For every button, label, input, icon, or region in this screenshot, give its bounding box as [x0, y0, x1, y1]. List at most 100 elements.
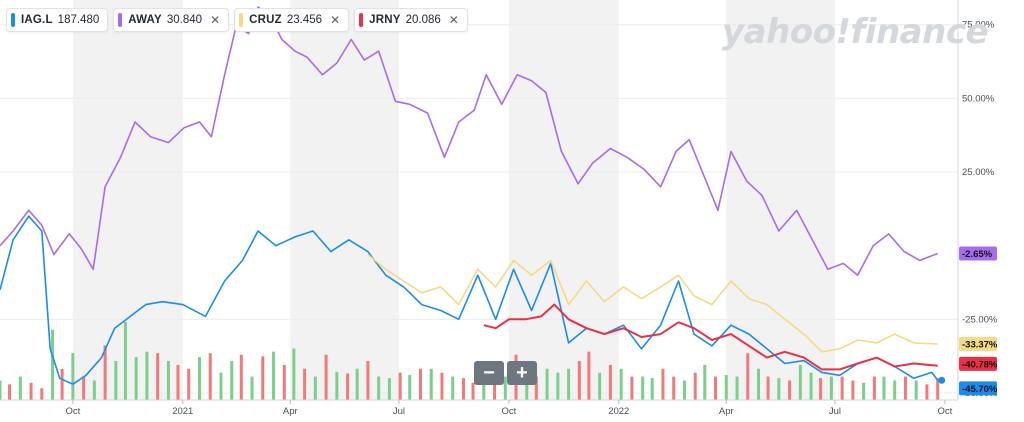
volume-bar	[313, 376, 317, 400]
zoom-controls: − +	[474, 361, 537, 385]
volume-bar	[703, 364, 707, 400]
volume-bar	[840, 376, 844, 400]
shaded-band	[290, 0, 399, 400]
volume-bar	[682, 380, 686, 400]
volume-bar	[51, 329, 55, 400]
volume-bar	[525, 372, 529, 400]
legend-symbol: IAG.L	[21, 14, 53, 26]
volume-bar	[851, 380, 855, 400]
series-lines	[0, 6, 946, 385]
volume-bar	[346, 373, 350, 400]
volume-bar	[92, 380, 96, 400]
shaded-band	[508, 0, 619, 400]
legend-item-away[interactable]: AWAY 30.840 ✕	[113, 8, 230, 32]
legend-swatch	[239, 13, 244, 27]
zoom-in-button[interactable]: +	[507, 361, 537, 385]
close-icon[interactable]: ✕	[210, 13, 221, 27]
volume-bar	[123, 322, 127, 400]
legend-item-cruz[interactable]: CRUZ 23.456 ✕	[234, 8, 350, 32]
shaded-band	[72, 0, 183, 400]
volume-bar	[355, 368, 359, 400]
volume-bar	[493, 380, 497, 400]
volume-bar	[556, 372, 560, 400]
end-badge-iagl	[959, 381, 997, 396]
volume-bar	[914, 380, 918, 400]
close-icon[interactable]: ✕	[330, 13, 341, 27]
x-tick-label: 2021	[172, 406, 193, 417]
volume-bar	[746, 353, 750, 400]
legend: IAG.L 187.480 AWAY 30.840 ✕ CRUZ 23.456 …	[6, 8, 468, 32]
volume-bar	[418, 368, 422, 400]
volume-bar	[936, 378, 940, 400]
volume-bar	[829, 376, 833, 400]
end-badge-label: -40.78%	[962, 359, 998, 370]
volume-bar	[872, 376, 876, 400]
end-badges: -2.65% -45.70% -33.37% -40.78%	[959, 246, 998, 396]
volume-bar	[661, 368, 665, 400]
legend-value: 20.086	[405, 14, 441, 26]
y-tick-label: 50.00%	[962, 93, 995, 104]
volume-bar	[567, 368, 571, 400]
volume-bar	[503, 376, 507, 400]
volume-bar	[545, 368, 549, 400]
end-badge-label: -2.65%	[962, 249, 993, 260]
volume-bar	[156, 353, 160, 400]
volume-bar	[187, 368, 191, 400]
volume-bar	[71, 353, 75, 400]
volume-bar	[893, 380, 897, 400]
y-tick-label: 75.00%	[962, 20, 995, 31]
series-line-away	[0, 6, 938, 276]
volume-bar	[809, 372, 813, 400]
volume-bar	[429, 368, 433, 400]
legend-item-iag[interactable]: IAG.L 187.480	[6, 8, 109, 32]
volume-bar	[261, 356, 265, 400]
volume-bar	[134, 357, 138, 400]
volume-bar	[387, 378, 391, 400]
legend-item-jrny[interactable]: JRNY 20.086 ✕	[354, 8, 468, 32]
volume-bar	[166, 361, 170, 400]
x-tick-label: Oct	[937, 406, 952, 417]
volume-bar	[408, 375, 412, 400]
volume-bar	[176, 364, 180, 400]
volume-bar	[766, 376, 770, 400]
end-badge-label: -45.70%	[962, 384, 998, 395]
x-tick-label: Apr	[283, 406, 298, 417]
volume-bar	[219, 372, 223, 400]
volume-bar	[18, 376, 22, 400]
volume-bar	[29, 382, 33, 400]
series-endpoint-dot	[938, 376, 946, 384]
volume-bar	[451, 376, 455, 400]
x-tick-label: Oct	[501, 406, 516, 417]
volume-bar	[0, 380, 2, 400]
volume-bar	[292, 348, 296, 400]
volume-bar	[862, 382, 866, 400]
volume-bar	[230, 361, 234, 400]
volume-bar	[377, 376, 381, 400]
volume-bar	[788, 380, 792, 400]
volume-bar	[650, 378, 654, 400]
volume-bar	[587, 351, 591, 400]
series-line-cruz	[367, 253, 938, 353]
volume-bar	[440, 372, 444, 400]
legend-value: 30.840	[166, 14, 203, 26]
legend-symbol: AWAY	[128, 14, 162, 26]
end-badge-cruz	[959, 337, 997, 352]
volume-bar	[324, 354, 328, 400]
volume-bar	[757, 368, 761, 400]
volume-bar	[303, 368, 307, 400]
volume-bar	[335, 371, 339, 400]
volume-bar	[82, 376, 86, 400]
series-line-jrny	[483, 303, 938, 371]
volume-bar	[60, 368, 64, 400]
volume-bar	[925, 384, 929, 400]
zoom-out-button[interactable]: −	[474, 361, 504, 385]
volume-bar	[282, 364, 286, 400]
volume-bar	[398, 372, 402, 400]
volume-bar	[471, 382, 475, 400]
close-icon[interactable]: ✕	[448, 13, 459, 27]
x-tick-label: 2022	[608, 406, 629, 417]
volume-bar	[197, 357, 201, 400]
volume-bar	[735, 376, 739, 400]
volume-bar	[903, 376, 907, 400]
